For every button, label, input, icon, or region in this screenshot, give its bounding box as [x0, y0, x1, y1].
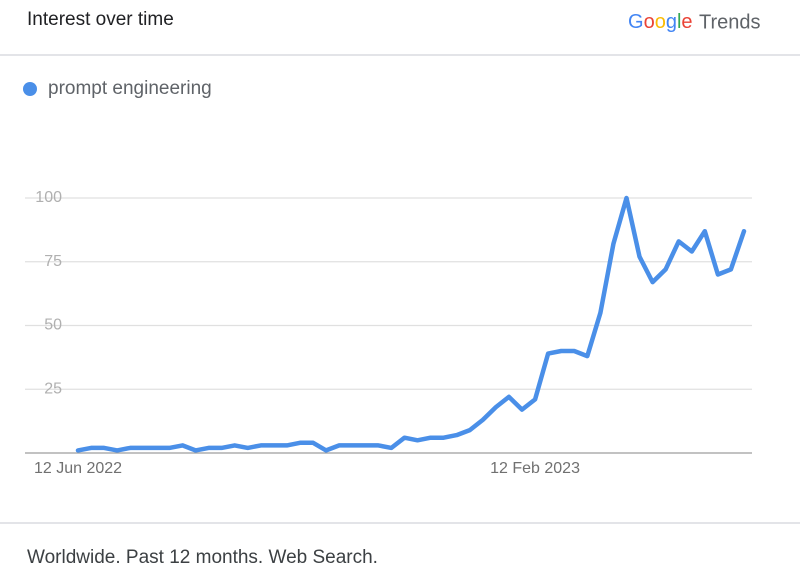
- footer-text: Worldwide. Past 12 months. Web Search.: [27, 547, 378, 568]
- x-tick-label: 12 Jun 2022: [34, 460, 122, 477]
- y-tick-label: 25: [44, 380, 62, 397]
- y-tick-label: 100: [35, 189, 62, 206]
- card-title: Interest over time: [27, 9, 174, 30]
- trend-line: [75, 195, 747, 453]
- y-tick-label: 50: [44, 317, 62, 334]
- product-name: Trends: [699, 11, 761, 33]
- brand-logo: Google: [628, 11, 693, 33]
- legend-label: prompt engineering: [48, 78, 212, 99]
- legend-marker: [23, 82, 37, 96]
- y-tick-label: 75: [44, 253, 62, 270]
- x-tick-label: 12 Feb 2023: [490, 460, 580, 477]
